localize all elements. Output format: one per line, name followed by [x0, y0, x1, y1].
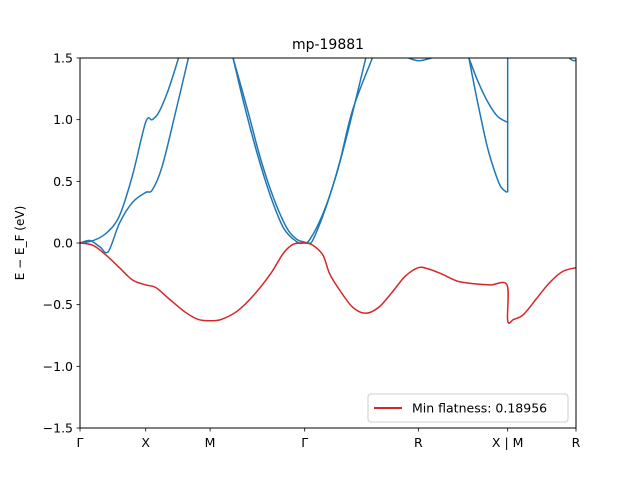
band-line [232, 58, 367, 245]
y-tick-label: −1.0 [43, 359, 73, 374]
band-line [568, 58, 576, 62]
x-tick-label: R [414, 435, 423, 450]
x-axis: Γ X M Γ R X | M R [77, 428, 581, 450]
bands-layer [80, 58, 576, 324]
y-tick-label: 1.0 [53, 112, 73, 127]
legend-label: Min flatness: 0.18956 [412, 401, 547, 416]
plot-frame [79, 57, 577, 429]
x-tick-label: X | M [492, 435, 524, 450]
legend: Min flatness: 0.18956 [367, 393, 569, 423]
highlight-band-line [80, 242, 576, 324]
x-tick-label: Γ [77, 435, 84, 450]
band-line [408, 58, 432, 62]
x-tick-label: R [572, 435, 581, 450]
y-tick-label: −0.5 [43, 297, 73, 312]
y-tick-label: −1.5 [43, 421, 73, 436]
legend-frame [367, 393, 569, 423]
kpath-separators [146, 58, 508, 428]
y-tick-label: 0.0 [53, 236, 73, 251]
band-line [80, 58, 180, 244]
chart-title: mp-19881 [292, 37, 364, 53]
x-tick-label: X [141, 435, 150, 450]
y-axis: −1.5 −1.0 −0.5 0.0 0.5 1.0 1.5 [43, 51, 80, 436]
y-tick-label: 0.5 [53, 174, 73, 189]
x-tick-label: Γ [301, 435, 308, 450]
band-line [468, 58, 508, 194]
band-line [80, 58, 190, 254]
band-line [468, 58, 508, 123]
y-tick-label: 1.5 [53, 51, 73, 66]
x-tick-label: M [205, 435, 216, 450]
band-line [232, 58, 374, 245]
y-axis-label: E − E_F (eV) [13, 206, 27, 281]
